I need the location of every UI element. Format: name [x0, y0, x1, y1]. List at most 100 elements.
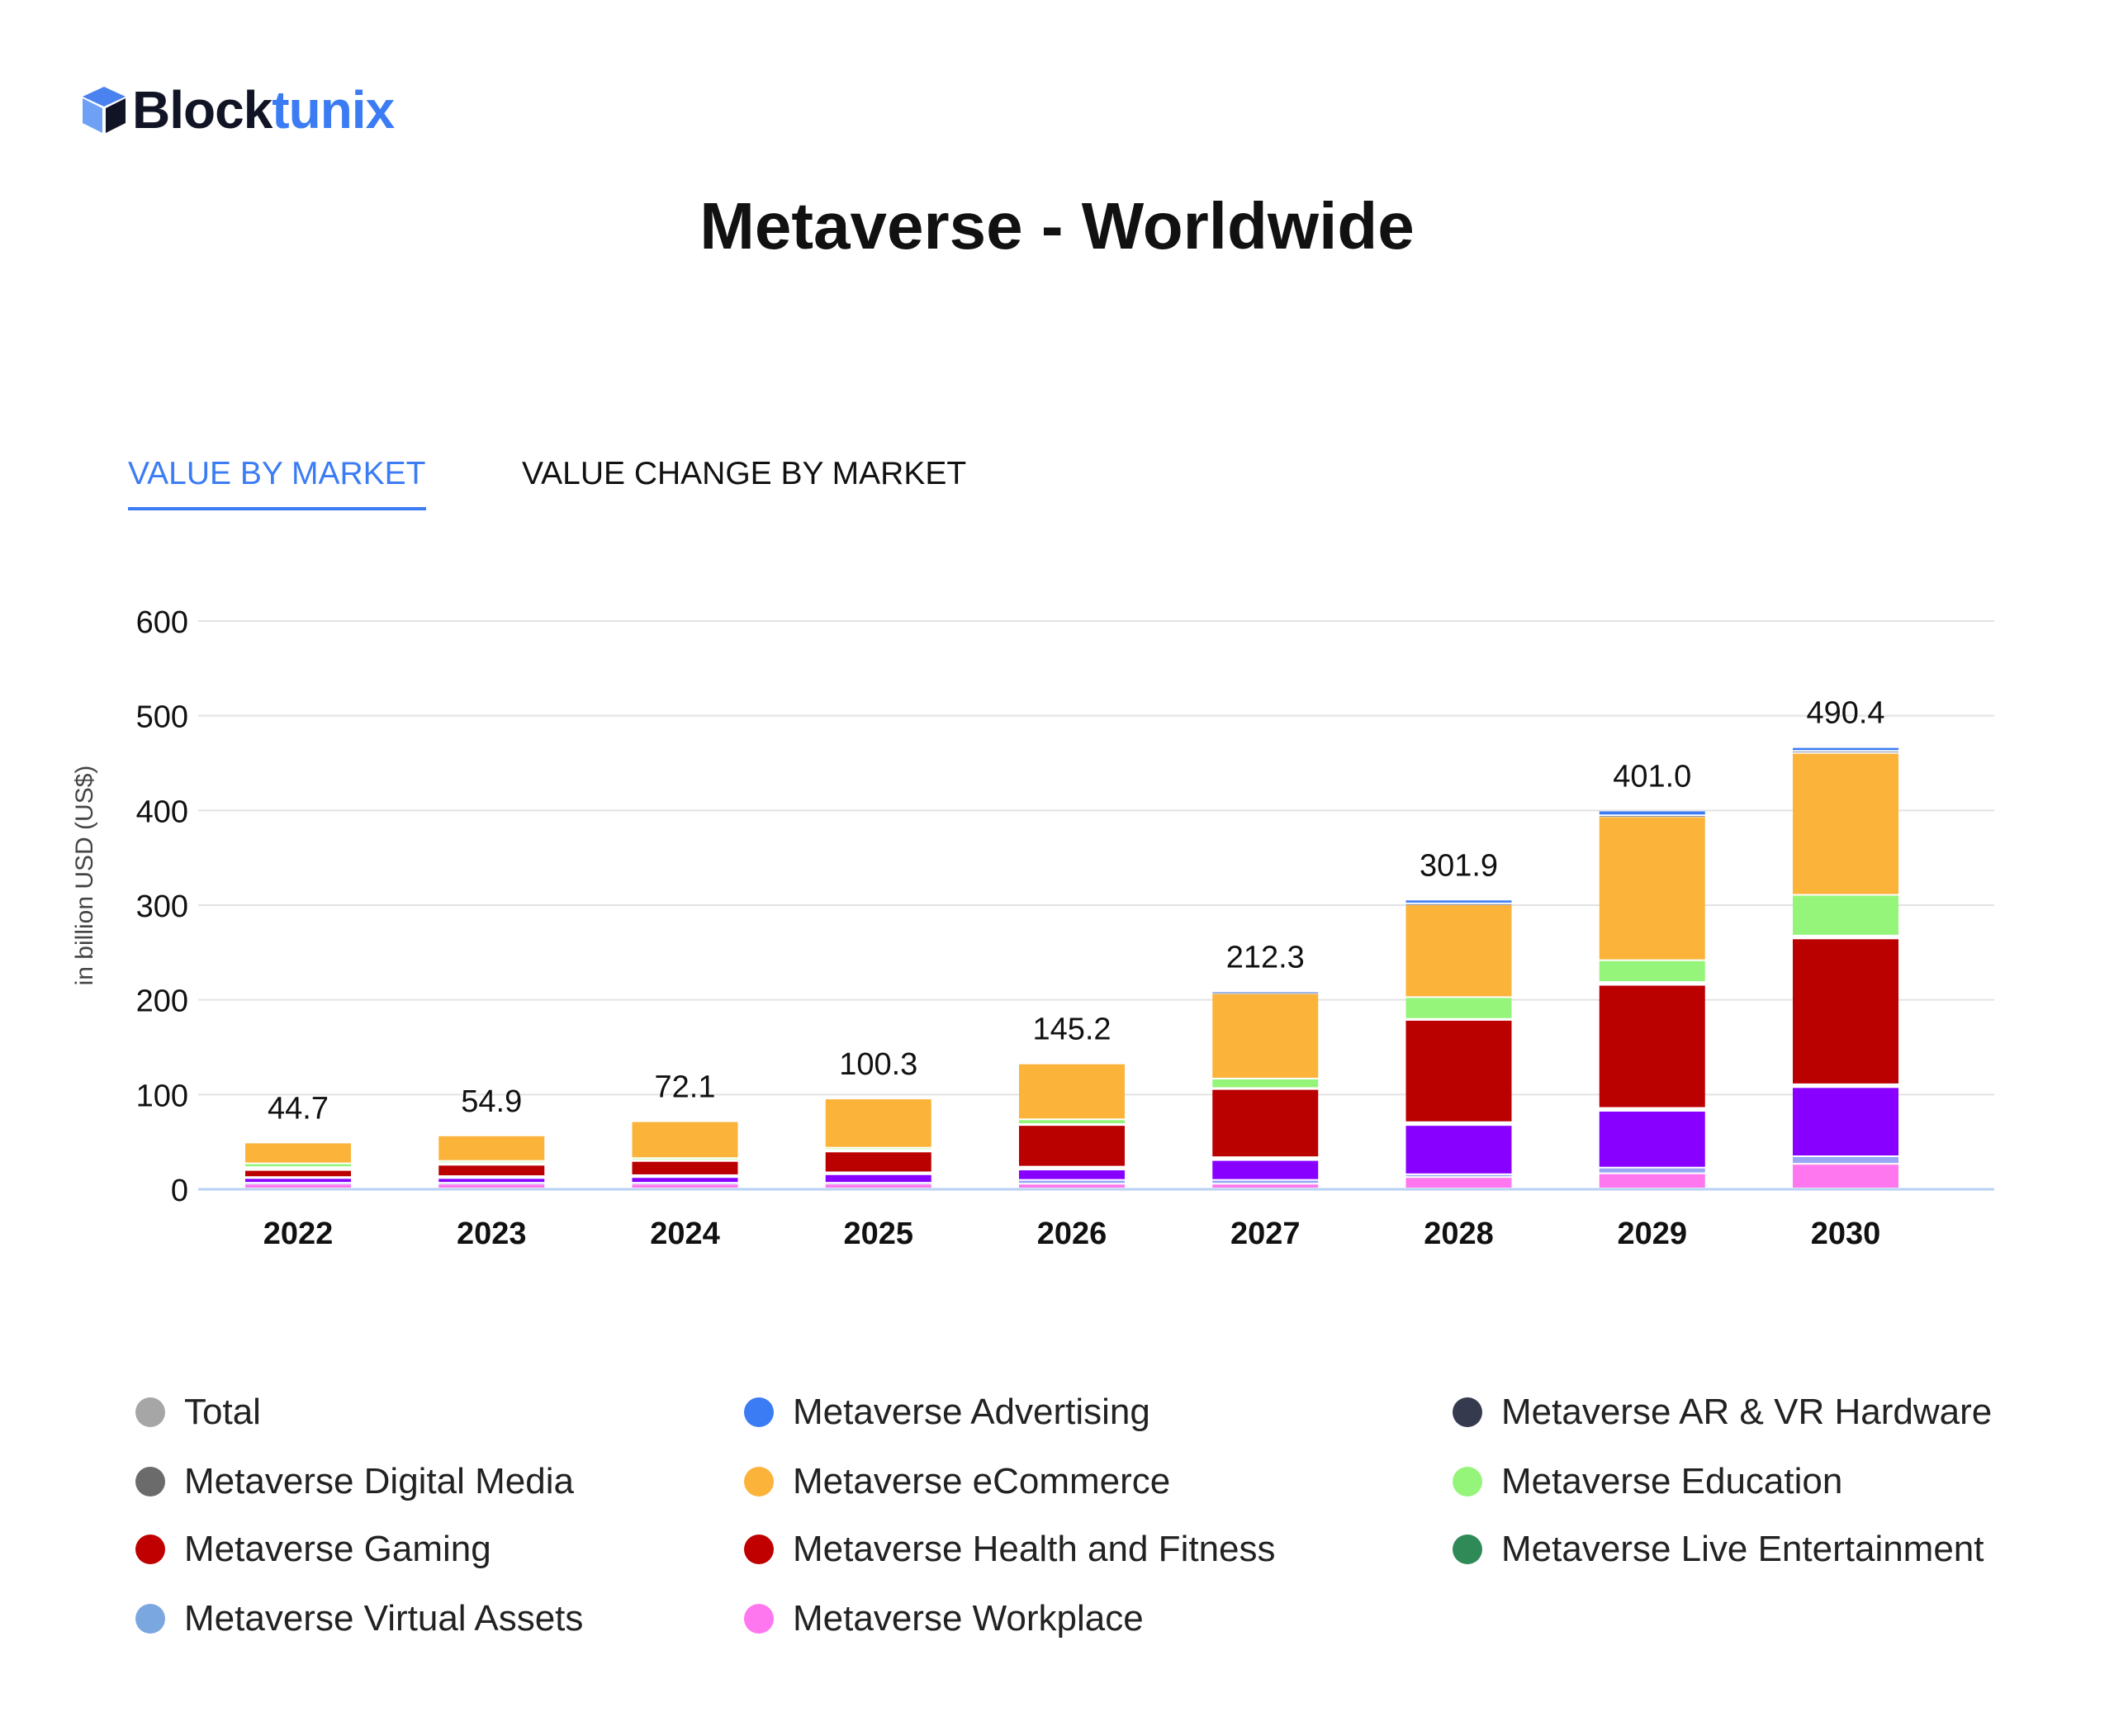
legend-item[interactable]: Total [135, 1392, 261, 1433]
brand-logo: Blocktunix [81, 79, 395, 140]
legend-label: Metaverse Workplace [793, 1598, 1144, 1639]
bar-segment [1793, 1157, 1898, 1164]
legend-dot-icon [135, 1534, 165, 1564]
bar-segment [1405, 998, 1512, 1018]
bar-segment [632, 1159, 738, 1160]
bar-segment [825, 1174, 931, 1183]
bar-segment [1212, 1089, 1319, 1157]
legend-item[interactable]: Metaverse Gaming [135, 1529, 491, 1570]
bar-segment [245, 1179, 351, 1183]
bar-segment [245, 1170, 351, 1177]
tab-value-by-market[interactable]: VALUE BY MARKET [128, 456, 426, 510]
bar-segment [1019, 1184, 1125, 1188]
bar-segment [245, 1178, 351, 1179]
legend-item[interactable]: Metaverse Digital Media [135, 1461, 574, 1502]
bar-segment [632, 1122, 738, 1158]
bar-segment [1793, 747, 1898, 751]
x-tick-label: 2024 [650, 1217, 720, 1251]
legend-item[interactable]: Metaverse Virtual Assets [135, 1598, 583, 1639]
bar-segment [1793, 939, 1898, 1084]
total-data-label: 401.0 [1613, 759, 1691, 794]
bar-segment [1212, 1184, 1319, 1188]
bar-segment [1599, 817, 1705, 960]
bar-segment [1212, 1160, 1319, 1179]
bar-segment [1019, 1125, 1125, 1126]
y-tick-label: 300 [136, 889, 188, 924]
total-data-label: 100.3 [839, 1047, 917, 1082]
y-tick-label: 200 [136, 984, 188, 1019]
bar-segment [1212, 1079, 1319, 1088]
legend-dot-icon [744, 1604, 774, 1634]
total-data-label: 145.2 [1032, 1013, 1111, 1047]
cube-logo-icon [83, 87, 126, 133]
bar-segment [1793, 753, 1898, 894]
x-tick-label: 2023 [457, 1217, 527, 1251]
legend-item[interactable]: Metaverse eCommerce [744, 1461, 1170, 1502]
legend-item[interactable]: Metaverse Health and Fitness [744, 1529, 1276, 1570]
bar-segment [632, 1161, 738, 1174]
page-title: Metaverse - Worldwide [699, 189, 1415, 263]
bar-segment [1405, 1126, 1512, 1174]
bar-segment [245, 1168, 351, 1169]
legend-label: Metaverse Live Entertainment [1501, 1529, 1984, 1569]
x-tick-label: 2029 [1617, 1217, 1687, 1251]
x-tick-label: 2030 [1811, 1217, 1881, 1251]
legend-item[interactable]: Metaverse Advertising [744, 1392, 1150, 1433]
bar-segment [825, 1099, 931, 1147]
bar-segment [1599, 960, 1705, 982]
legend-dot-icon [135, 1397, 165, 1427]
bar-segment [825, 1183, 931, 1184]
bar-segment [1793, 1164, 1898, 1188]
bar-segment [438, 1183, 545, 1184]
bar-segment [1405, 1122, 1512, 1125]
bar-segment [1599, 1111, 1705, 1167]
bar-segment [1793, 1088, 1898, 1156]
bar-segment [1212, 992, 1319, 993]
bar-segment [1405, 904, 1512, 905]
legend-item[interactable]: Metaverse Live Entertainment [1453, 1529, 1984, 1570]
legend-item[interactable]: Metaverse Education [1453, 1461, 1842, 1502]
y-tick-label: 400 [136, 794, 188, 829]
bar-segment [1599, 985, 1705, 1108]
legend-dot-icon [135, 1604, 165, 1634]
bar-segment [245, 1164, 351, 1167]
bar-segment [1793, 895, 1898, 935]
tab-value-change-by-market[interactable]: VALUE CHANGE BY MARKET [522, 456, 967, 491]
legend-label: Metaverse eCommerce [793, 1461, 1171, 1501]
bar-segment [438, 1136, 545, 1160]
bar-segment [1599, 1174, 1705, 1188]
legend-item[interactable]: Metaverse Workplace [744, 1598, 1144, 1639]
legend-label: Metaverse Health and Fitness [793, 1529, 1276, 1569]
x-tick-label: 2026 [1037, 1217, 1107, 1251]
stacked-bar-chart: 0 100 200 300 400 500 600 in billion USD (US$) 4… [71, 605, 1994, 1251]
legend-label: Metaverse Digital Media [184, 1461, 574, 1501]
y-tick-label: 0 [171, 1174, 188, 1208]
x-tick-label: 2022 [263, 1217, 334, 1251]
brand-name-part1: Block [132, 80, 273, 140]
legend-item[interactable]: Metaverse AR & VR Hardware [1453, 1392, 1992, 1433]
legend-label: Metaverse Gaming [184, 1529, 491, 1569]
bar-segment [245, 1184, 351, 1188]
bar-segment [632, 1175, 738, 1177]
bar-segment [245, 1143, 351, 1163]
bar-segment [1793, 1084, 1898, 1087]
brand-name-part2: tunix [272, 80, 395, 140]
bar-segment [825, 1152, 931, 1172]
bar-segment [632, 1178, 738, 1183]
x-tick-label: 2028 [1424, 1217, 1494, 1251]
bar-segment [825, 1184, 931, 1188]
bar-segment [632, 1183, 738, 1184]
bar-segment [1405, 1174, 1512, 1177]
legend-label: Metaverse Virtual Assets [184, 1598, 584, 1639]
bar-segment [1405, 905, 1512, 997]
bar-segment [1212, 1180, 1319, 1183]
legend-label: Metaverse AR & VR Hardware [1501, 1392, 1993, 1432]
bar-segment [1212, 1158, 1319, 1160]
bar-segment [1599, 1168, 1705, 1173]
bar-segment [1405, 900, 1512, 903]
x-tick-label: 2025 [843, 1217, 913, 1251]
bar-segment [438, 1179, 545, 1183]
bar-segment [1019, 1180, 1125, 1183]
bar-segment [1019, 1064, 1125, 1119]
bar-segment [1405, 1019, 1512, 1021]
